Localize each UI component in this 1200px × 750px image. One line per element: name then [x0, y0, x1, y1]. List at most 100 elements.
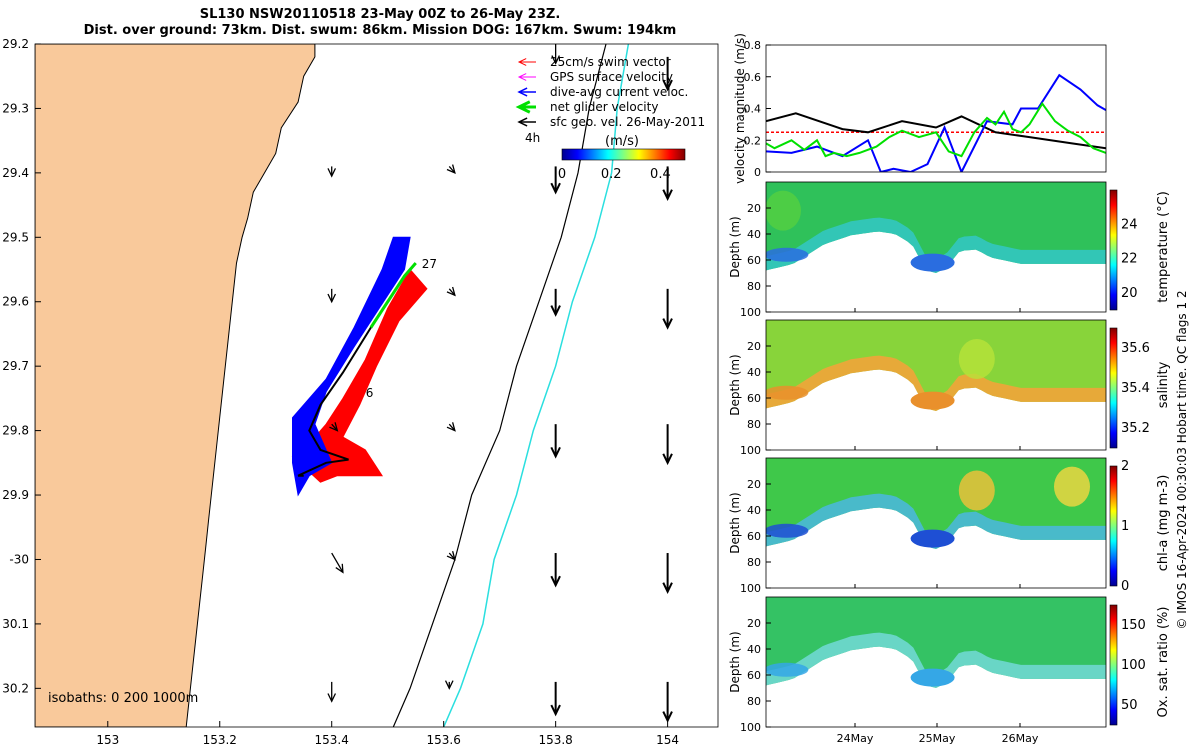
section-frame [765, 457, 1107, 589]
section-frame [765, 319, 1107, 451]
sfc-geo-vector [662, 553, 673, 594]
sfc-geo-vector-head [335, 563, 344, 574]
sfc-geo-vector-head [327, 168, 337, 178]
sfc-geo-vector-shaft [331, 552, 344, 573]
map-ytick-label: 29.3 [2, 101, 29, 115]
sfc-geo-vector-head [551, 55, 560, 65]
legend-marker-head [517, 87, 528, 97]
map-ytick-label: 30.2 [2, 681, 29, 695]
section-ytick-label: 100 [740, 721, 761, 734]
map-frame [34, 43, 719, 728]
section-bottom-layer [766, 632, 1106, 688]
map-ytick-label: 29.9 [2, 488, 29, 502]
title-line-2: Dist. over ground: 73km. Dist. swum: 86k… [83, 23, 677, 38]
legend-marker-head [515, 100, 531, 114]
sfc-geo-vector [550, 553, 561, 588]
sfc-geo-vector-head [550, 704, 561, 717]
sfc-geo-vector-head [446, 164, 456, 174]
map-colorbar [561, 148, 686, 161]
map-ytick-label: -30 [9, 552, 29, 566]
map-xtick-label: 153.4 [315, 733, 349, 747]
section-trough [766, 247, 809, 262]
isobath-label: isobaths: 0 200 1000m [48, 691, 198, 706]
velocity-series [766, 73, 1106, 172]
legend-marker [515, 100, 536, 114]
section-patch [766, 190, 801, 231]
figure-title: SL130 NSW20110518 23-May 00Z to 26-May 2… [0, 7, 760, 39]
section-colorbar-tick: 2 [1121, 459, 1129, 474]
map-xtick-label: 153.8 [538, 733, 572, 747]
map-xtick-label: 153 [96, 733, 119, 747]
section-colorbar-tick: 35.6 [1121, 341, 1150, 356]
section-bottom-layer [766, 493, 1106, 549]
section-colorbar-tick: 20 [1121, 286, 1138, 301]
sfc-geo-vector-head [444, 680, 454, 690]
time-scale-label: 4h [525, 131, 540, 145]
section-ytick-label: 60 [747, 669, 761, 682]
sfc-geo-vector [327, 288, 337, 304]
sfc-geo-vector-head [662, 318, 673, 330]
section-ytick-label: 40 [747, 504, 761, 517]
legend-marker [517, 73, 536, 81]
section-ytick-label: 20 [747, 478, 761, 491]
sfc-geo-vector [550, 681, 561, 717]
map-xtick-label: 154 [656, 733, 679, 747]
section-patch [1054, 466, 1090, 507]
velocity-ylabel: velocity magnitude (m/s) [733, 33, 747, 184]
section-plot-temperature [766, 182, 1106, 273]
sfc-geo-vector-head [329, 422, 339, 432]
sfc-geo-vector [550, 166, 561, 195]
section-colorbar-label: Ox. sat. ratio (%) [1156, 607, 1171, 718]
section-colorbar-tick: 35.2 [1121, 421, 1150, 436]
section-plot-chl-a [766, 458, 1106, 549]
legend-marker-head [517, 117, 528, 127]
section-colorbar-tick: 0 [1121, 579, 1129, 594]
velocity-series [766, 112, 1106, 150]
legend-entry: GPS surface velocity [550, 70, 673, 84]
velocity-ytick-label: 0.8 [744, 39, 762, 52]
isobath-200m [392, 44, 607, 727]
section-ytick-label: 40 [747, 228, 761, 241]
velocity-plot [766, 73, 1106, 172]
legend-marker-head [517, 73, 527, 81]
section-frame [765, 181, 1107, 313]
sfc-geo-vector [662, 681, 673, 723]
map-colorbar-tick: 0 [558, 167, 566, 182]
map-plot: 27 6 [35, 44, 673, 727]
section-trough [766, 662, 809, 677]
map-colorbar-title: (m/s) [605, 134, 639, 149]
sfc-geo-vector [551, 44, 560, 65]
section-trough [910, 253, 955, 272]
sfc-geo-vector-head [662, 189, 673, 201]
section-colorbar [1109, 604, 1118, 726]
sfc-geo-vector [446, 164, 456, 174]
section-ytick-label: 100 [740, 582, 761, 595]
net-velocity-segment [369, 262, 417, 329]
legend-entry: dive-avg current veloc. [550, 85, 688, 99]
map-xtick-label: 153.6 [427, 733, 461, 747]
sfc-geo-vector [331, 552, 344, 574]
section-ytick-label: 80 [747, 418, 761, 431]
sfc-geo-vector-head [662, 453, 673, 466]
sfc-geo-vector [662, 166, 673, 201]
section-patch [958, 339, 995, 379]
map-ytick-label: 29.5 [2, 230, 29, 244]
section-colorbar-tick: 100 [1121, 658, 1146, 673]
sfc-geo-vector [446, 422, 456, 432]
sfc-geo-vector-head [550, 575, 561, 588]
map-ytick-label: 29.2 [2, 37, 29, 51]
isobath-1000m [443, 44, 630, 727]
sfc-geo-vector [446, 551, 456, 561]
section-trough [910, 529, 955, 548]
section-ytick-label: 80 [747, 280, 761, 293]
section-bottom-layer [766, 355, 1106, 411]
sfc-geo-vector-head [550, 446, 561, 459]
section-plot-oxygen [766, 597, 1106, 688]
sfc-geo-vector [662, 288, 673, 330]
sfc-geo-vector-head [662, 711, 673, 723]
section-colorbar [1109, 465, 1118, 587]
section-ylabel: Depth (m) [728, 354, 742, 415]
dive-avg-current-band [292, 236, 411, 497]
section-colorbar-tick: 22 [1121, 252, 1138, 267]
